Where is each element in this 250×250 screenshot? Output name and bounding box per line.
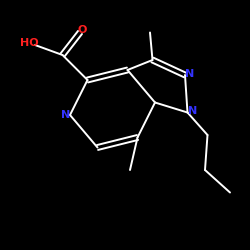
Text: O: O <box>78 24 87 34</box>
Text: N: N <box>186 69 194 79</box>
Text: HO: HO <box>20 38 39 48</box>
Text: N: N <box>188 106 197 116</box>
Text: N: N <box>61 110 70 120</box>
